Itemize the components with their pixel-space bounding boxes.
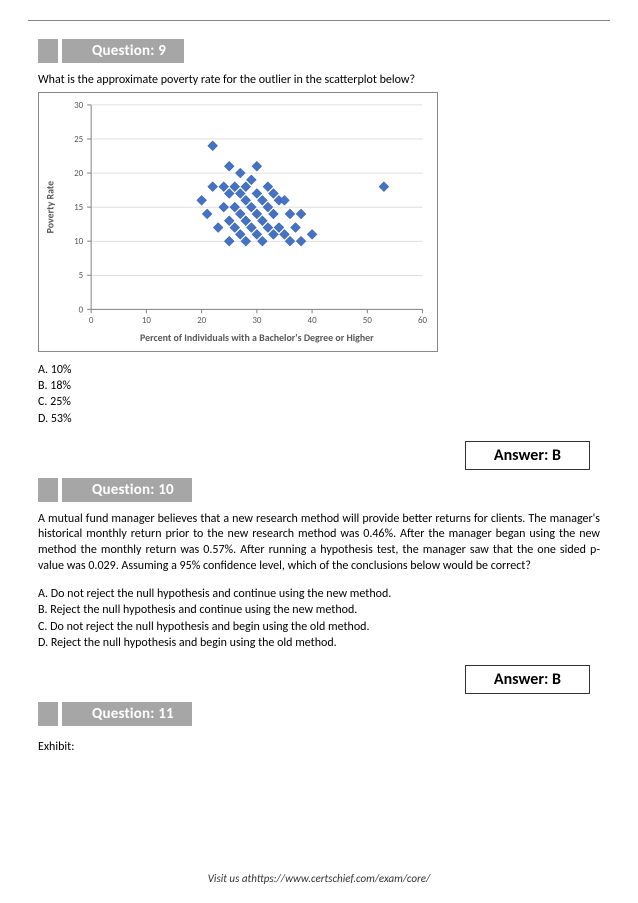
question-11-label: Question: 11: [62, 702, 192, 726]
svg-text:0: 0: [79, 304, 84, 315]
svg-text:25: 25: [74, 134, 83, 145]
option-b: B. Reject the null hypothesis and contin…: [38, 602, 600, 618]
question-10-header: Question: 10: [38, 478, 610, 502]
question-11-exhibit: Exhibit:: [38, 740, 610, 754]
option-d: D. Reject the null hypothesis and begin …: [38, 635, 600, 651]
svg-text:60: 60: [418, 315, 428, 326]
svg-text:15: 15: [74, 202, 83, 213]
svg-text:Percent of Individuals with a: Percent of Individuals with a Bachelor's…: [140, 332, 374, 344]
svg-text:5: 5: [79, 270, 84, 281]
svg-text:30: 30: [74, 100, 84, 111]
option-c: C. 25%: [38, 394, 610, 410]
svg-text:50: 50: [363, 315, 373, 326]
option-a: A. Do not reject the null hypothesis and…: [38, 586, 600, 602]
question-9-text: What is the approximate poverty rate for…: [38, 73, 610, 88]
question-10-label: Question: 10: [62, 478, 192, 502]
svg-text:20: 20: [197, 315, 207, 326]
svg-text:Poverty Rate: Poverty Rate: [44, 181, 56, 234]
svg-text:0: 0: [89, 315, 94, 326]
svg-text:10: 10: [142, 315, 152, 326]
option-d: D. 53%: [38, 411, 610, 427]
option-c: C. Do not reject the null hypothesis and…: [38, 619, 600, 635]
option-a: A. 10%: [38, 362, 610, 378]
question-9-header: Question: 9: [38, 39, 610, 63]
question-10-options: A. Do not reject the null hypothesis and…: [38, 586, 600, 651]
question-9-answer: Answer: B: [465, 441, 590, 470]
question-10-answer: Answer: B: [465, 665, 590, 694]
svg-text:30: 30: [252, 315, 262, 326]
question-10-body: A mutual fund manager believes that a ne…: [38, 512, 600, 574]
footer-text: Visit us athttps://www.certschief.com/ex…: [0, 872, 638, 885]
scatterplot: 0 10 20 30 40 50 60 0 5 10 15 20 25 30 Percent of Indi…: [38, 92, 438, 352]
question-11-header: Question: 11: [38, 702, 610, 726]
svg-text:10: 10: [74, 236, 84, 247]
question-9-options: A. 10% B. 18% C. 25% D. 53%: [38, 362, 610, 427]
option-b: B. 18%: [38, 378, 610, 394]
svg-text:20: 20: [74, 168, 84, 179]
svg-text:40: 40: [308, 315, 318, 326]
question-9-label: Question: 9: [62, 39, 184, 63]
